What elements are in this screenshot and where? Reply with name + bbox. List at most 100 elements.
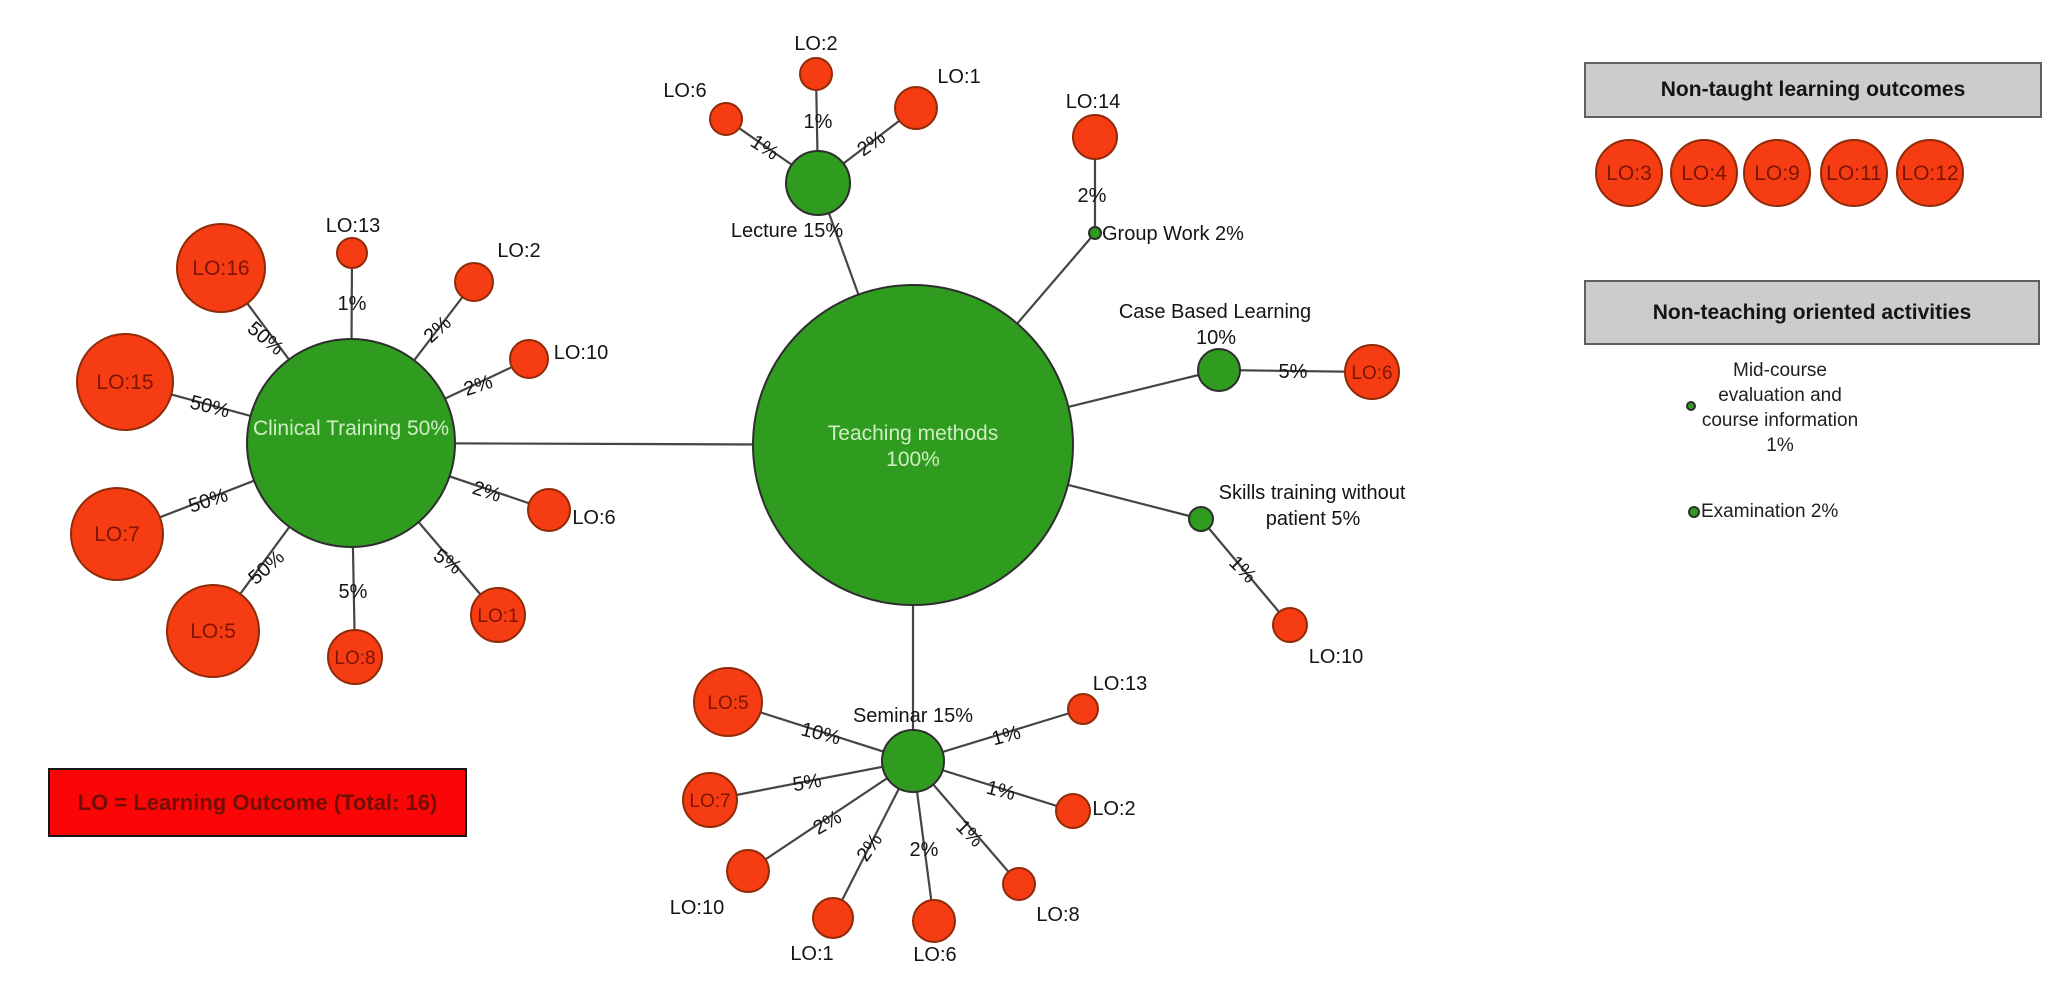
outcome-node-clinical-lo13 <box>336 237 368 269</box>
outcome-label-seminar-lo8: LO:8 <box>1036 904 1079 926</box>
pct-seminar-lo7: 5% <box>791 770 824 797</box>
pct-cbl-lo6: 5% <box>1279 361 1308 383</box>
note-box-label: LO = Learning Outcome (Total: 16) <box>77 789 438 815</box>
legend-item-midcourse-line3: course information <box>1701 410 1859 431</box>
outcome-node-seminar-lo8 <box>1002 867 1036 901</box>
method-label-lecture: Lecture 15% <box>731 220 844 242</box>
outcome-label-seminar-lo5: LO:5 <box>707 693 748 714</box>
legend-header-non-taught-title: Non-taught learning outcomes <box>1660 78 1966 101</box>
outcome-label-seminar-lo1: LO:1 <box>790 943 833 965</box>
outcome-node-seminar-lo1 <box>812 897 854 939</box>
edge-seminar-lo7 <box>709 759 914 802</box>
outcome-node-clinical-lo1 <box>470 587 526 643</box>
legend-node-lo12 <box>1896 139 1964 207</box>
outcome-label-groupwork-lo14: LO:14 <box>1066 91 1120 113</box>
method-node-group-work <box>1088 226 1102 240</box>
pct-seminar-lo5: 10% <box>799 718 843 749</box>
legend-label-lo12: LO:12 <box>1901 162 1958 185</box>
outcome-node-clinical-lo2 <box>454 262 494 302</box>
legend-node-lo4 <box>1670 139 1738 207</box>
outcome-label-lecture-lo6: LO:6 <box>663 80 706 102</box>
legend-header-non-taught: Non-taught learning outcomes <box>1584 62 2042 118</box>
pct-seminar-lo1: 2% <box>853 829 888 865</box>
pct-clinical-lo5: 50% <box>244 546 289 589</box>
outcome-node-clinical-lo7 <box>70 487 164 581</box>
legend-node-lo11 <box>1820 139 1888 207</box>
method-label-seminar: Seminar 15% <box>853 705 973 727</box>
edge-seminar-lo10 <box>747 760 914 872</box>
method-label-skills-line1: Skills training without <box>1219 482 1406 504</box>
method-label-skills-line2: patient 5% <box>1266 508 1361 530</box>
pct-clinical-lo7: 50% <box>186 484 231 517</box>
pct-lecture-lo2: 1% <box>804 111 833 133</box>
outcome-node-clinical-lo16 <box>176 223 266 313</box>
pct-clinical-lo2: 2% <box>420 312 456 348</box>
method-label-cbl-line1: Case Based Learning <box>1119 301 1311 323</box>
outcome-node-lecture-lo1 <box>894 86 938 130</box>
method-label-group-work: Group Work 2% <box>1102 223 1244 245</box>
outcome-label-clinical-lo1: LO:1 <box>477 606 518 627</box>
outcome-label-skills-lo10: LO:10 <box>1309 646 1363 668</box>
root-label-line2: 100% <box>886 448 940 471</box>
pct-seminar-lo2: 1% <box>984 777 1018 805</box>
outcome-node-seminar-lo5 <box>693 667 763 737</box>
outcome-label-clinical-lo16: LO:16 <box>192 257 249 280</box>
outcome-node-lecture-lo2 <box>799 57 833 91</box>
method-node-case-based-learning <box>1197 348 1241 392</box>
pct-clinical-lo10: 2% <box>461 371 495 401</box>
outcome-node-seminar-lo13 <box>1067 693 1099 725</box>
outcome-node-seminar-lo10 <box>726 849 770 893</box>
edge-skills-lo10 <box>1200 518 1291 626</box>
outcome-label-clinical-lo8: LO:8 <box>334 648 375 669</box>
method-node-lecture <box>785 150 851 216</box>
legend-item-midcourse-line1: Mid-course <box>1733 360 1827 381</box>
pct-clinical-lo6: 2% <box>470 477 504 507</box>
outcome-label-clinical-lo5: LO:5 <box>190 620 236 643</box>
outcome-label-seminar-lo6: LO:6 <box>913 944 956 966</box>
legend-label-lo4: LO:4 <box>1681 162 1727 185</box>
legend-label-lo9: LO:9 <box>1754 162 1800 185</box>
outcome-node-skills-lo10 <box>1272 607 1308 643</box>
legend-dot-midcourse <box>1686 401 1696 411</box>
outcome-node-clinical-lo8 <box>327 629 383 685</box>
pct-groupwork-lo14: 2% <box>1078 185 1107 207</box>
outcome-node-groupwork-lo14 <box>1072 114 1118 160</box>
pct-seminar-lo10: 2% <box>809 806 845 840</box>
outcome-node-seminar-lo7 <box>682 772 738 828</box>
legend-node-lo3 <box>1595 139 1663 207</box>
pct-clinical-lo1: 5% <box>429 545 465 580</box>
method-label-cbl-line2: 10% <box>1196 327 1236 349</box>
root-label-line1: Teaching methods <box>828 422 998 445</box>
legend-item-midcourse: Mid-course evaluation and course informa… <box>1660 358 1900 458</box>
method-label-clinical: Clinical Training 50% <box>253 417 449 440</box>
pct-seminar-lo8: 1% <box>951 816 987 852</box>
outcome-node-lecture-lo6 <box>709 102 743 136</box>
legend-header-non-teaching: Non-teaching oriented activities <box>1584 280 2040 345</box>
outcome-node-seminar-lo6 <box>912 899 956 943</box>
outcome-label-clinical-lo10: LO:10 <box>554 342 608 364</box>
outcome-label-clinical-lo7: LO:7 <box>94 523 140 546</box>
method-node-clinical-training <box>246 338 456 548</box>
outcome-label-seminar-lo13: LO:13 <box>1093 673 1147 695</box>
outcome-label-clinical-lo13: LO:13 <box>326 215 380 237</box>
legend-dot-examination <box>1688 506 1700 518</box>
method-node-seminar <box>881 729 945 793</box>
pct-seminar-lo13: 1% <box>989 722 1023 751</box>
outcome-node-seminar-lo2 <box>1055 793 1091 829</box>
legend-header-non-teaching-title: Non-teaching oriented activities <box>1652 300 1972 324</box>
outcome-label-lecture-lo1: LO:1 <box>937 66 980 88</box>
outcome-node-clinical-lo15 <box>76 333 174 431</box>
legend-node-lo9 <box>1743 139 1811 207</box>
pct-clinical-lo8: 5% <box>339 581 368 603</box>
pct-seminar-lo6: 2% <box>910 839 939 861</box>
outcome-label-cbl-lo6: LO:6 <box>1351 363 1392 384</box>
legend-label-lo11: LO:11 <box>1826 162 1882 185</box>
outcome-label-clinical-lo2: LO:2 <box>497 240 540 262</box>
method-node-skills-training <box>1188 506 1214 532</box>
outcome-node-clinical-lo5 <box>166 584 260 678</box>
outcome-label-clinical-lo6: LO:6 <box>572 507 615 529</box>
outcome-label-seminar-lo2: LO:2 <box>1092 798 1135 820</box>
note-box: LO = Learning Outcome (Total: 16) <box>48 768 467 837</box>
